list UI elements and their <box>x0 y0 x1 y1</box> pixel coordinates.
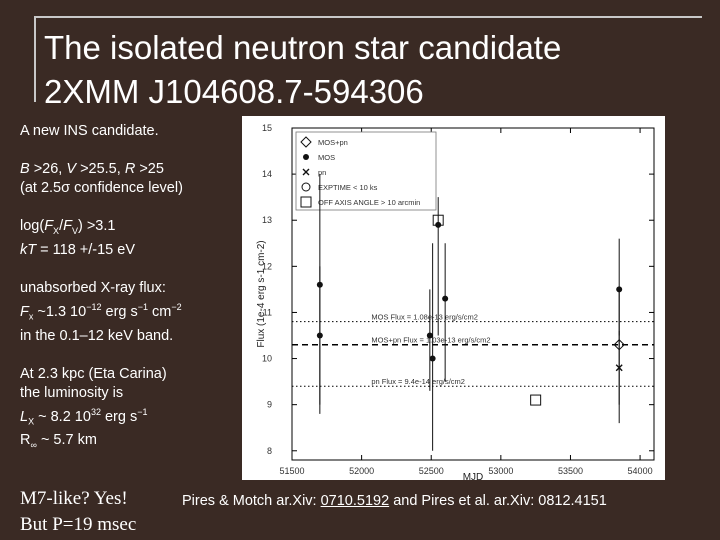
reference-line-label-0: MOS Flux = 1.08e-13 erg/s/cm2 <box>371 313 478 322</box>
reference-line-label-2: pn Flux = 9.4e-14 erg/s/cm2 <box>371 377 465 386</box>
period-note: But P=19 msec <box>20 514 137 535</box>
data-point-1-0 <box>316 332 323 339</box>
title-rule-left <box>34 18 36 102</box>
lum-exponent: 32 <box>90 406 101 417</box>
flux-value: ~1.3 10 <box>37 303 87 320</box>
intro-text: A new INS candidate. <box>20 123 159 139</box>
legend-marker-3 <box>301 182 311 192</box>
title-line-1: The isolated neutron star candidate <box>44 29 562 66</box>
flux-chart-svg: 51500 52000 52500 53000 53500 54000 8 9 10 11 12 13… <box>256 123 655 480</box>
flux-exponent: −12 <box>86 301 102 312</box>
legend-marker-2 <box>302 168 310 176</box>
data-point-4-1 <box>432 214 444 226</box>
y-tick-label-3: 11 <box>263 307 272 317</box>
data-point-0-1 <box>426 332 433 339</box>
m7-note: M7-like? Yes! <box>20 488 128 509</box>
y-axis-label: Flux (1e-4 erg s-1 cm-2) <box>256 240 267 347</box>
radius-value: ~ 5.7 km <box>40 432 97 449</box>
reference-line: Pires & Motch ar.Xiv: 0710.5192 and Pire… <box>182 493 607 509</box>
y-tick-label-2: 10 <box>262 354 272 364</box>
lum-line-1: At 2.3 kpc (Eta Carina) <box>20 365 167 382</box>
data-point-0-3 <box>442 295 449 302</box>
slide-title: The isolated neutron star candidate 2XMM… <box>44 26 561 114</box>
y-tick-label-7: 15 <box>262 123 272 133</box>
legend-label-4: OFF AXIS ANGLE > 10 arcmin <box>318 198 420 207</box>
lum-value: ~ 8.2 10 <box>38 408 91 425</box>
legend-box <box>295 131 437 211</box>
b-limit: >26, <box>33 161 63 177</box>
flux-ratio: log(FX/FV) >3.1 kT = 118 +/-15 eV <box>20 218 135 258</box>
lum-units: erg s <box>104 408 138 425</box>
ratio-value: >3.1 <box>86 218 116 234</box>
y-tick-label-1: 9 <box>267 400 272 410</box>
x-axis-label: MJD <box>463 472 484 480</box>
optical-limits: B >26, V >25.5, R >25 (at 2.5σ confidenc… <box>20 160 242 198</box>
x-tick-label-5: 54000 <box>628 466 653 476</box>
plot-frame <box>291 127 655 461</box>
lum-line-2: the luminosity is <box>20 384 124 401</box>
legend-label-0: MOS+pn <box>318 138 348 147</box>
r-limit: >25 <box>139 161 164 177</box>
flux-cm: cm <box>152 303 172 320</box>
confidence-note: (at 2.5σ confidence level) <box>20 180 183 196</box>
x-tick-label-3: 53000 <box>488 466 513 476</box>
ref-prefix: Pires & Motch ar.Xiv: <box>182 493 317 509</box>
title-rule-top <box>34 16 702 18</box>
kt-value: = 118 +/-15 eV <box>40 241 135 258</box>
data-point-3-0 <box>613 339 625 351</box>
lum-units-exponent: −1 <box>137 406 148 417</box>
xray-flux: unabsorbed X-ray flux: Fx ~1.3 10−12 erg… <box>20 279 242 346</box>
legend-label-3: EXPTIME < 10 ks <box>318 183 378 192</box>
flux-band: in the 0.1–12 keV band. <box>20 327 174 344</box>
legend-marker-0 <box>300 136 312 148</box>
y-tick-label-0: 8 <box>267 446 272 456</box>
legend-label-2: pn <box>318 168 326 177</box>
flux-plot: 51500 52000 52500 53000 53500 54000 8 9 10 11 12 13… <box>242 116 665 480</box>
flux-units-exponent: −1 <box>137 301 149 312</box>
x-tick-label-2: 52500 <box>419 466 444 476</box>
data-point-1-1 <box>429 355 436 362</box>
x-tick-label-4: 53500 <box>558 466 583 476</box>
x-tick-label-1: 52000 <box>349 466 374 476</box>
flux-cm-exponent: −2 <box>171 301 182 312</box>
luminosity: At 2.3 kpc (Eta Carina) the luminosity i… <box>20 365 242 456</box>
legend-label-1: MOS <box>318 153 335 162</box>
legend-marker-4 <box>300 196 312 208</box>
flux-heading: unabsorbed X-ray flux: <box>20 279 166 296</box>
arxiv-link[interactable]: 0710.5192 <box>320 493 390 509</box>
data-point-4-0 <box>530 394 542 406</box>
y-tick-label-4: 12 <box>262 261 272 271</box>
flux-units: erg s <box>105 303 138 320</box>
y-tick-label-5: 13 <box>262 215 272 225</box>
title-line-2: 2XMM J104608.7-594306 <box>44 73 424 110</box>
legend-marker-1 <box>303 154 309 160</box>
left-notes: A new INS candidate. B >26, V >25.5, R >… <box>20 122 242 474</box>
ref-suffix: and Pires et al. ar.Xiv: 0812.4151 <box>393 493 607 509</box>
v-limit: >25.5, <box>80 161 121 177</box>
y-tick-label-6: 14 <box>262 169 272 179</box>
x-tick-label-0: 51500 <box>279 466 304 476</box>
reference-line-label-1: MOS+pn Flux = 1.03e-13 erg/s/cm2 <box>371 336 490 345</box>
